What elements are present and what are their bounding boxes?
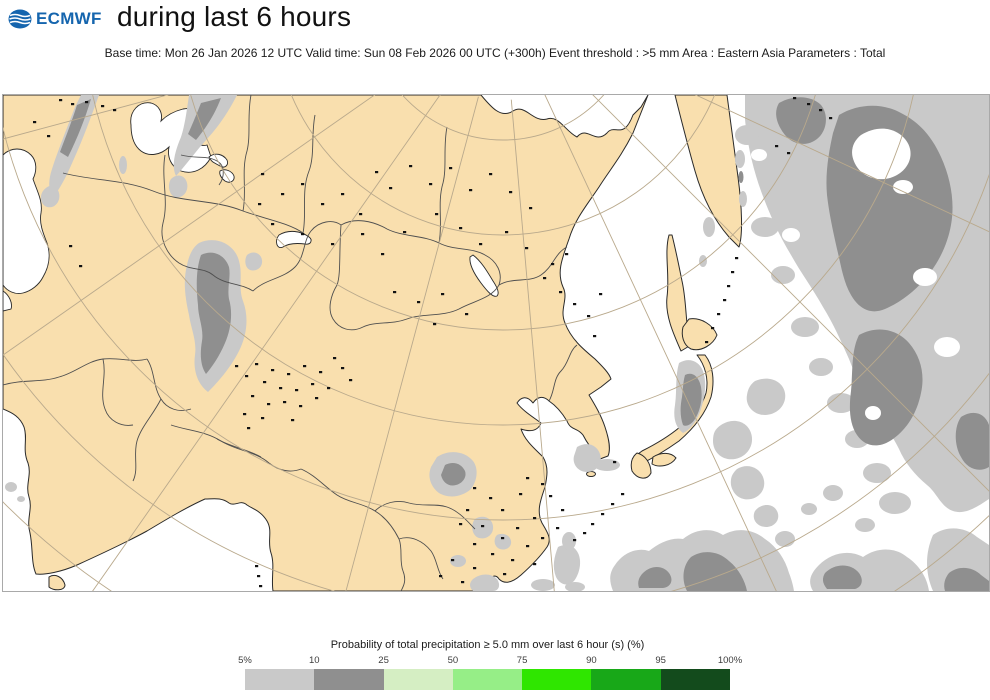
graticule-layer (3, 95, 989, 591)
colorbar-segment-4 (452, 669, 523, 690)
tick-50: 50 (447, 655, 459, 666)
header: ECMWF during last 6 hours (0, 0, 990, 40)
forecast-meta-line: Base time: Mon 26 Jan 2026 12 UTC Valid … (104, 46, 886, 60)
colorbar-title: Probability of total precipitation ≥ 5.0… (330, 639, 645, 651)
colorbar-segment-1 (245, 669, 315, 690)
hokkaido (681, 318, 718, 351)
cheju-island (586, 471, 596, 477)
kamchatka (674, 95, 743, 248)
tick-10: 10 (309, 655, 320, 666)
eurasia-landmass (3, 95, 649, 591)
colorbar-ticks: 5% 10 25 50 75 90 95 100% (238, 655, 742, 667)
colorbar (245, 669, 730, 690)
tick-90: 90 (586, 655, 597, 666)
colorbar-segment-5 (522, 669, 592, 690)
colorbar-segment-2 (314, 669, 384, 690)
aral-sea (208, 153, 228, 168)
tick-5: 5% (238, 655, 252, 666)
ecmwf-logo-icon (8, 9, 32, 29)
map-canvas (3, 95, 989, 591)
tick-75: 75 (516, 655, 528, 666)
ecmwf-logo: ECMWF (8, 9, 102, 29)
page-title: during last 6 hours (117, 1, 352, 32)
kyushu (630, 452, 652, 479)
lake-baikal (469, 254, 499, 297)
shikoku (651, 452, 677, 467)
caspian-south (3, 290, 12, 312)
tick-95: 95 (655, 655, 666, 666)
sri-lanka (48, 574, 66, 591)
tick-100: 100% (717, 655, 743, 666)
caspian-sea (3, 148, 50, 294)
colorbar-segment-3 (383, 669, 453, 690)
colorbar-segment-6 (591, 669, 661, 690)
weather-map (2, 94, 990, 592)
ecmwf-logo-text: ECMWF (36, 9, 102, 28)
colorbar-segment-7 (660, 669, 730, 690)
land-layer (3, 95, 743, 591)
precip-clear-holes (751, 128, 960, 420)
small-lakes-islands-layer (33, 97, 833, 588)
tick-25: 25 (378, 655, 389, 666)
